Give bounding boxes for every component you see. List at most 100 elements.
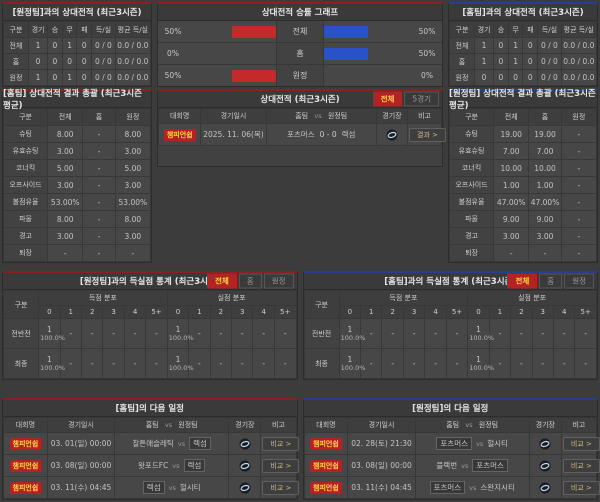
stat-cell: 0 bbox=[493, 53, 509, 70]
column-header: 비고 bbox=[260, 417, 297, 433]
count: 1 bbox=[46, 324, 52, 334]
stat-cell: 7.00 bbox=[493, 142, 530, 160]
count: - bbox=[562, 358, 566, 368]
stat-cell: - bbox=[47, 244, 84, 262]
goals-cell: - bbox=[273, 348, 297, 379]
stat-cell: 19.00 bbox=[493, 125, 530, 143]
count: - bbox=[283, 358, 287, 368]
compare-button[interactable]: 비교 > bbox=[562, 480, 600, 495]
compare-button[interactable]: 비교 > bbox=[562, 458, 600, 473]
panel-title: [홈팀]과의 득실점 통계 (최근3시즌) 전체 홈 원정 bbox=[303, 273, 597, 290]
goals-cell: - bbox=[402, 318, 426, 349]
winrate-graph: 50% 전체 50% 0% 홈 bbox=[158, 21, 442, 86]
stadium-cell bbox=[375, 123, 409, 146]
stadium-icon[interactable] bbox=[539, 438, 551, 450]
row-label: 원정 bbox=[3, 69, 29, 86]
count: - bbox=[519, 328, 523, 338]
away-team: 포츠머스 bbox=[472, 459, 508, 472]
tab[interactable]: 전체 bbox=[507, 273, 538, 289]
tab[interactable]: 홈 bbox=[238, 273, 262, 289]
table-row: 볼점유율 53.00% -53.00% bbox=[2, 193, 152, 211]
away-bar-track bbox=[324, 43, 412, 64]
league-cell: 챔피언쉽 bbox=[3, 454, 48, 477]
column-header: 대회명 bbox=[157, 108, 202, 124]
tab[interactable]: 원정 bbox=[564, 273, 594, 289]
table-header-row: 대회명 경기일시 홈팀 vs 원정팀 경기장 비고 bbox=[157, 108, 442, 124]
home-bar-track bbox=[188, 65, 276, 86]
count: - bbox=[240, 358, 244, 368]
tab[interactable]: 홈 bbox=[539, 273, 563, 289]
compare-button[interactable]: 비교 > bbox=[262, 458, 300, 473]
stat-cell: - bbox=[82, 125, 116, 143]
stat-cell: - bbox=[560, 193, 598, 211]
bin-header: 1 bbox=[360, 305, 383, 319]
row-label: 유효슈팅 bbox=[2, 142, 49, 160]
stadium-icon[interactable] bbox=[539, 482, 551, 494]
goals-cell: - bbox=[381, 318, 404, 349]
tab[interactable]: 전체 bbox=[206, 273, 237, 289]
goals-cell: - bbox=[552, 318, 576, 349]
tab[interactable]: 5경기 bbox=[404, 91, 439, 107]
vs-label: vs bbox=[314, 112, 322, 120]
stat-cell: 0 / 0 bbox=[537, 37, 562, 54]
away-team: 렉섬 bbox=[341, 130, 356, 139]
datetime-cell: 2025. 11. 06(목) bbox=[200, 123, 267, 146]
count: 1 bbox=[175, 354, 181, 364]
percent: 100.0% bbox=[40, 334, 65, 343]
graph-row-label: 원정 bbox=[276, 65, 324, 86]
stat-cell: - bbox=[560, 142, 598, 160]
stadium-icon[interactable] bbox=[539, 460, 551, 472]
column-header: 전체 bbox=[47, 108, 84, 126]
column-header: 홈 bbox=[82, 108, 116, 126]
column-header: 득/실 bbox=[537, 21, 562, 38]
compare-button[interactable]: 비교 > bbox=[262, 480, 300, 495]
stadium-icon[interactable] bbox=[239, 482, 251, 494]
table-row: 경고 3.00-3.00 bbox=[2, 227, 152, 245]
compare-button[interactable]: 비교 > bbox=[262, 436, 300, 451]
conceded-group-header: 실점 분포 bbox=[166, 290, 297, 306]
column-header: 경기장 bbox=[375, 108, 409, 124]
panel-title-text: [홈팀]과의 득실점 통계 (최근3시즌) bbox=[384, 277, 517, 287]
match-cell: 찰튼애슬레틱 vs 렉섬 bbox=[114, 432, 230, 455]
panel-title: [원정팀]의 다음 일정 bbox=[303, 400, 597, 417]
count: 1 bbox=[175, 324, 181, 334]
percent: 100.0% bbox=[168, 364, 194, 373]
match-cell: 포츠머스 vs 헐시티 bbox=[414, 432, 530, 455]
stadium-icon[interactable] bbox=[239, 438, 251, 450]
table-header-row: 구분 전체 홈 원정 bbox=[2, 108, 152, 126]
stat-cell: 3.00 bbox=[114, 227, 152, 245]
compare-button[interactable]: 비교 > bbox=[562, 436, 600, 451]
bin-header: 3 bbox=[402, 305, 426, 319]
result-button[interactable]: 결과 > bbox=[409, 127, 446, 142]
table-row: 슈팅 8.00-8.00 bbox=[2, 125, 152, 143]
row-label: 홈 bbox=[449, 53, 475, 70]
stadium-icon[interactable] bbox=[386, 129, 398, 141]
conceded-group-header: 실점 분포 bbox=[467, 290, 597, 306]
vs-label: vs bbox=[177, 439, 186, 448]
stat-cell: 3.00 bbox=[114, 142, 152, 160]
row-label: 경고 bbox=[448, 227, 495, 245]
bin-header: 2 bbox=[209, 305, 233, 319]
tab[interactable]: 전체 bbox=[372, 91, 403, 107]
goals-cell: - bbox=[424, 348, 447, 379]
tab[interactable]: 원정 bbox=[263, 273, 294, 289]
schedule-row: 챔피언쉽 03. 11(수) 04:45 렉섬 vs 헐시티 bbox=[3, 476, 300, 499]
panel-title: [원정팀] 상대전적 결과 총괄 (최근3시즌 평균) bbox=[449, 89, 597, 111]
stat-cell: 0 bbox=[47, 37, 63, 54]
column-header: 패 bbox=[76, 21, 93, 38]
stat-cell: 0 bbox=[47, 69, 63, 86]
count: - bbox=[584, 328, 588, 338]
column-header: 평균 득/실 bbox=[560, 21, 598, 38]
count: - bbox=[541, 328, 545, 338]
goals-band: [원정팀]과의 득실점 통계 (최근3시즌) 전체 홈 원정 구분 득점 분포 실점… bbox=[2, 271, 598, 380]
home-label: 홈팀 bbox=[295, 112, 309, 120]
scored-group-header: 득점 분포 bbox=[38, 290, 168, 306]
away-summary-panel: [원정팀] 상대전적 결과 총괄 (최근3시즌 평균) 구분 전체 홈 원정 슈팅 1… bbox=[448, 89, 598, 263]
count: - bbox=[519, 358, 523, 368]
home-summary-table: 구분 전체 홈 원정 슈팅 8.00-8.00 유효슈팅 3.00-3.00 코너킥 … bbox=[2, 108, 152, 262]
panel-title: [홈팀]의 다음 일정 bbox=[3, 400, 297, 417]
home-summary-panel: [홈팀] 상대전적 결과 총괄 (최근3시즌 평균) 구분 전체 홈 원정 슈팅 8.… bbox=[2, 89, 152, 263]
row-label: 최종 bbox=[2, 348, 40, 379]
stadium-icon[interactable] bbox=[239, 460, 251, 472]
